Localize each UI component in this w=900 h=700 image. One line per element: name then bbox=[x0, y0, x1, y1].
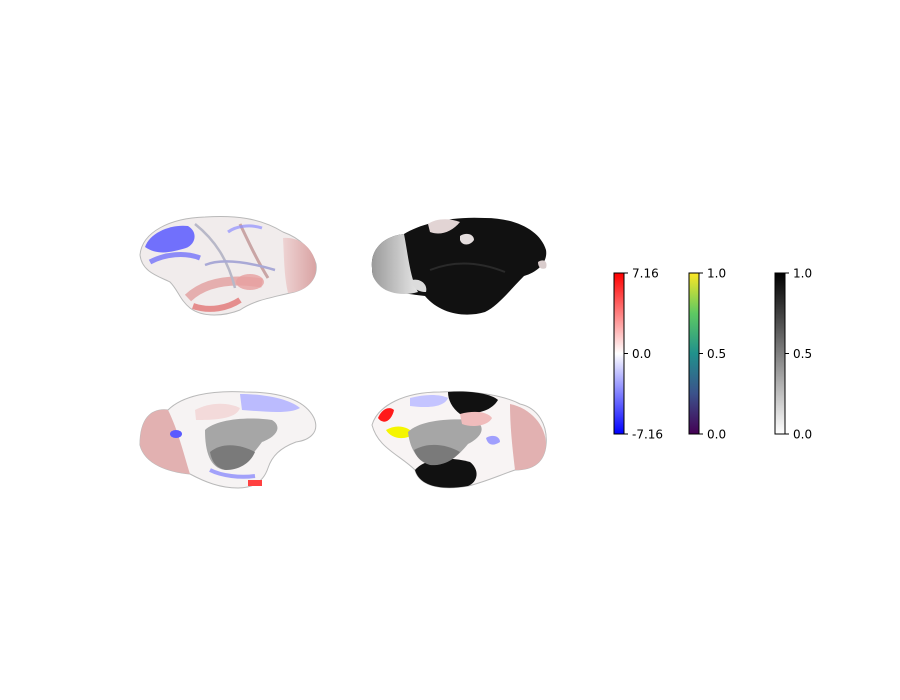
right-medial-black-region-top bbox=[448, 391, 498, 414]
left-lateral-occipital-pole bbox=[283, 237, 316, 293]
left-lateral-sulcus-4 bbox=[227, 224, 263, 234]
colorbar-bwr-tick-label: 7.16 bbox=[632, 267, 659, 281]
brain-right-medial bbox=[371, 391, 547, 489]
colorbar-viridis-tick-label: 0.5 bbox=[707, 347, 726, 361]
left-lateral-frontal-blue bbox=[145, 225, 195, 253]
left-medial-wall-shadow bbox=[210, 445, 255, 470]
colorbar-viridis-bar bbox=[688, 272, 700, 435]
left-lateral-pink-patch bbox=[236, 274, 264, 290]
left-medial-occipital-pink bbox=[140, 409, 190, 474]
colorbar-viridis-tick-label: 1.0 bbox=[707, 267, 726, 281]
colorbar-bwr-ticks: 7.16 0.0 -7.16 bbox=[624, 267, 663, 442]
colorbar-gray-tick-label: 1.0 bbox=[793, 267, 812, 281]
right-lateral-white-patch-2 bbox=[460, 233, 474, 245]
right-medial-wall-shadow bbox=[414, 444, 460, 466]
colorbar-bwr: 7.16 0.0 -7.16 bbox=[613, 267, 663, 442]
colorbar-viridis-ticks: 1.0 0.5 0.0 bbox=[699, 267, 726, 442]
left-medial-blue-band bbox=[240, 394, 300, 412]
right-medial-pink-band bbox=[460, 411, 492, 426]
right-lateral-white-patch-3 bbox=[538, 260, 547, 269]
right-lateral-white-patch-1 bbox=[428, 219, 460, 234]
right-lateral-occipital-pole bbox=[371, 234, 418, 294]
left-medial-pink-band bbox=[195, 403, 240, 420]
colorbar-viridis: 1.0 0.5 0.0 bbox=[688, 267, 726, 442]
left-lateral-temporal-red bbox=[192, 297, 242, 312]
colorbar-bwr-tick-label: 0.0 bbox=[632, 347, 651, 361]
left-medial-red-spot bbox=[248, 480, 262, 486]
brain-right-lateral bbox=[371, 217, 547, 315]
colorbar-gray-tick-label: 0.0 bbox=[793, 428, 812, 442]
right-medial-yellow-spot bbox=[386, 426, 414, 439]
colorbar-gray-ticks: 1.0 0.5 0.0 bbox=[785, 267, 812, 442]
right-medial-blue-band bbox=[410, 395, 448, 408]
colorbar-gray: 1.0 0.5 0.0 bbox=[774, 267, 812, 442]
left-lateral-sulcus-2 bbox=[238, 223, 270, 279]
colorbar-viridis-tick-label: 0.0 bbox=[707, 428, 726, 442]
left-medial-temporal-blue bbox=[209, 468, 256, 479]
brain-left-lateral bbox=[139, 215, 317, 316]
left-medial-blue-spot bbox=[170, 430, 182, 438]
right-medial-red-spot bbox=[378, 408, 394, 422]
left-lateral-sulcus-1 bbox=[194, 223, 237, 289]
right-medial-blue-spot bbox=[486, 435, 500, 445]
colorbar-gray-tick-label: 0.5 bbox=[793, 347, 812, 361]
left-lateral-sulcus-3 bbox=[204, 260, 276, 272]
right-lateral-sulcus bbox=[429, 262, 506, 273]
colorbar-bwr-tick-label: -7.16 bbox=[632, 428, 663, 442]
brain-left-medial bbox=[139, 391, 317, 489]
colorbar-gray-bar bbox=[774, 272, 786, 435]
left-lateral-sulcus-blue bbox=[148, 252, 201, 265]
colorbar-bwr-bar bbox=[613, 272, 625, 435]
right-medial-black-region-bottom bbox=[415, 458, 477, 488]
right-medial-occipital-pink bbox=[510, 404, 546, 470]
right-lateral-white-patch-4 bbox=[412, 279, 427, 292]
